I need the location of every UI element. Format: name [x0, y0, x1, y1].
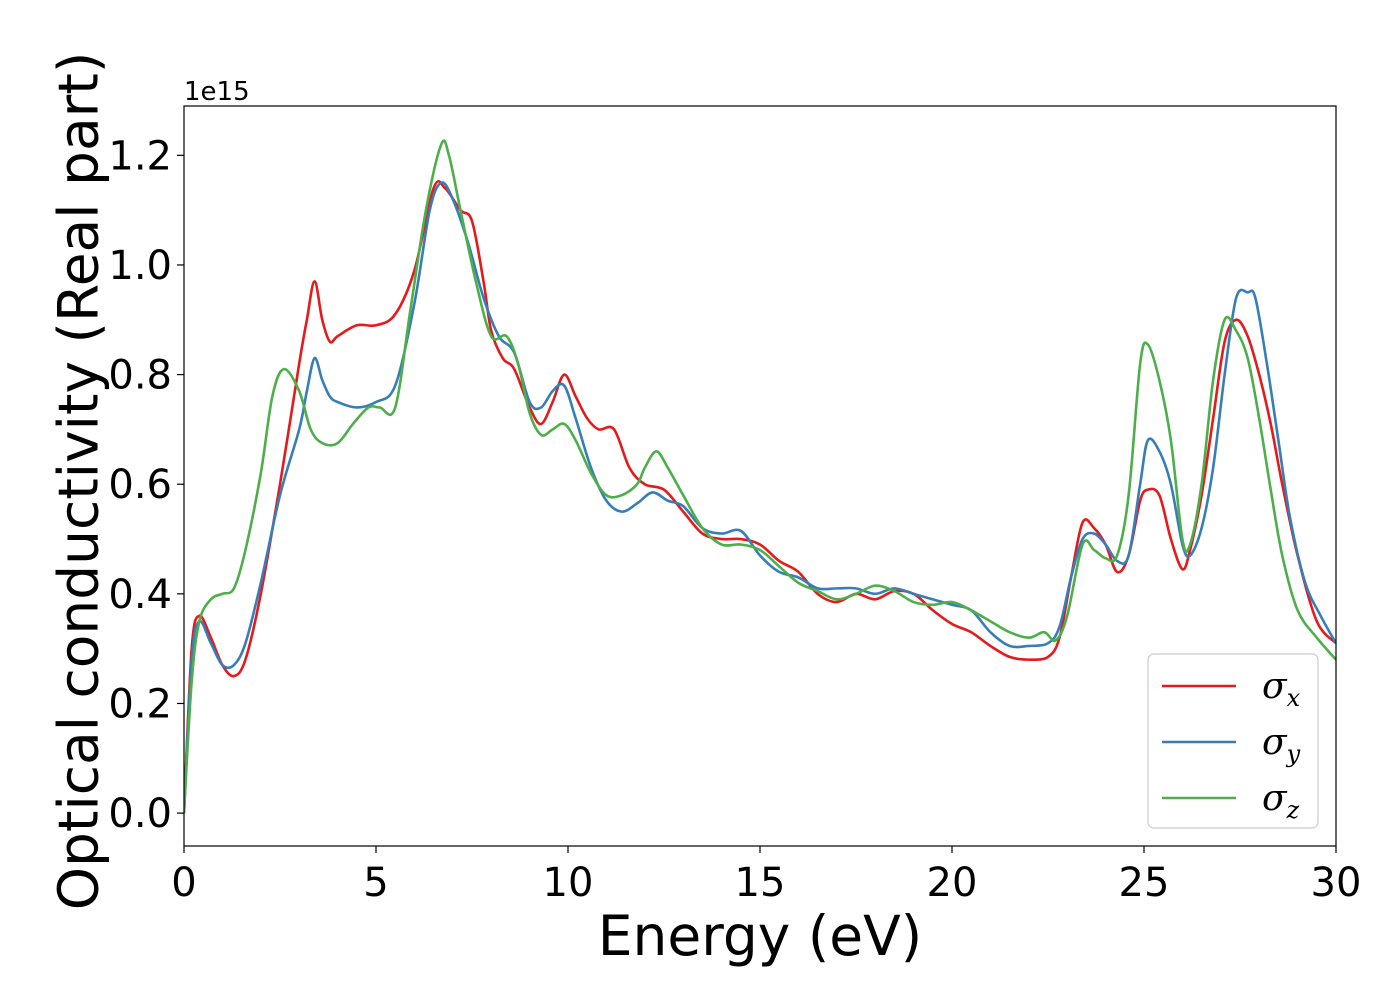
x-tick-label: 15: [735, 860, 786, 906]
x-tick-label: 30: [1311, 860, 1362, 906]
legend-symbol: σ: [1262, 666, 1288, 707]
legend-label-x: σx: [1262, 666, 1301, 712]
legend-label-y: σy: [1262, 722, 1301, 768]
legend-label-z: σz: [1262, 778, 1300, 824]
y-axis-title: Optical conductivity (Real part): [46, 52, 110, 911]
series-line-z: [184, 139, 1336, 814]
legend-symbol: σ: [1262, 722, 1288, 763]
legend-symbol: σ: [1262, 778, 1288, 819]
legend-subscript: z: [1286, 796, 1300, 824]
y-tick-label: 0.8: [108, 353, 172, 399]
y-offset-label: 1e15: [184, 77, 250, 107]
legend-subscript: y: [1286, 740, 1301, 768]
x-tick-label: 10: [543, 860, 594, 906]
x-axis-ticks: 0 5 10 15 20 25 30: [171, 846, 1361, 906]
y-tick-label: 1.0: [108, 243, 172, 289]
y-tick-label: 0.2: [108, 681, 172, 727]
y-tick-label: 1.2: [108, 133, 172, 179]
y-tick-label: 0.6: [108, 462, 172, 508]
y-tick-label: 0.4: [108, 572, 172, 618]
x-tick-label: 25: [1119, 860, 1170, 906]
x-axis-title: Energy (eV): [598, 904, 922, 968]
legend-subscript: x: [1287, 684, 1301, 712]
x-tick-label: 5: [363, 860, 388, 906]
y-tick-label: 0.0: [108, 791, 172, 837]
y-axis-ticks: 0.0 0.2 0.4 0.6 0.8 1.0 1.2: [108, 133, 184, 837]
series-line-x: [184, 179, 1336, 814]
series-layer: [184, 139, 1336, 814]
x-tick-label: 20: [927, 860, 978, 906]
x-tick-label: 0: [171, 860, 196, 906]
